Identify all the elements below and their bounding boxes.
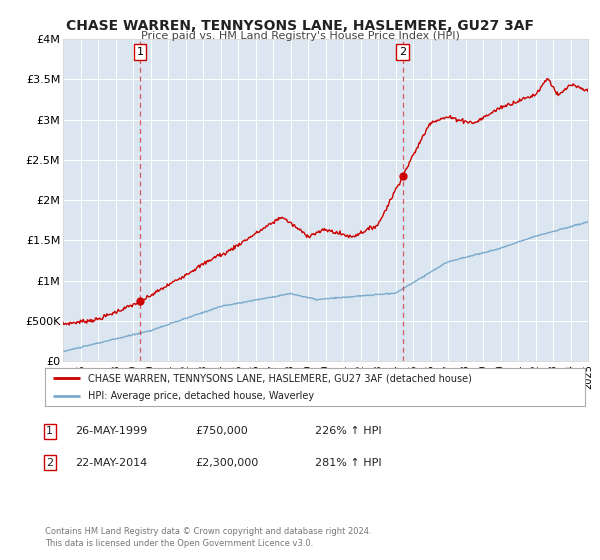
- Text: £750,000: £750,000: [195, 426, 248, 436]
- Text: £2,300,000: £2,300,000: [195, 458, 258, 468]
- Text: Price paid vs. HM Land Registry's House Price Index (HPI): Price paid vs. HM Land Registry's House …: [140, 31, 460, 41]
- Text: 1: 1: [46, 426, 53, 436]
- Text: 281% ↑ HPI: 281% ↑ HPI: [315, 458, 382, 468]
- Text: 2: 2: [46, 458, 53, 468]
- Text: 22-MAY-2014: 22-MAY-2014: [75, 458, 147, 468]
- Text: HPI: Average price, detached house, Waverley: HPI: Average price, detached house, Wave…: [88, 391, 314, 401]
- Text: CHASE WARREN, TENNYSONS LANE, HASLEMERE, GU27 3AF: CHASE WARREN, TENNYSONS LANE, HASLEMERE,…: [66, 19, 534, 33]
- Text: 226% ↑ HPI: 226% ↑ HPI: [315, 426, 382, 436]
- Text: 2: 2: [399, 47, 406, 57]
- Text: CHASE WARREN, TENNYSONS LANE, HASLEMERE, GU27 3AF (detached house): CHASE WARREN, TENNYSONS LANE, HASLEMERE,…: [88, 373, 472, 383]
- Text: 1: 1: [137, 47, 143, 57]
- Text: Contains HM Land Registry data © Crown copyright and database right 2024.
This d: Contains HM Land Registry data © Crown c…: [45, 527, 371, 548]
- Text: 26-MAY-1999: 26-MAY-1999: [75, 426, 147, 436]
